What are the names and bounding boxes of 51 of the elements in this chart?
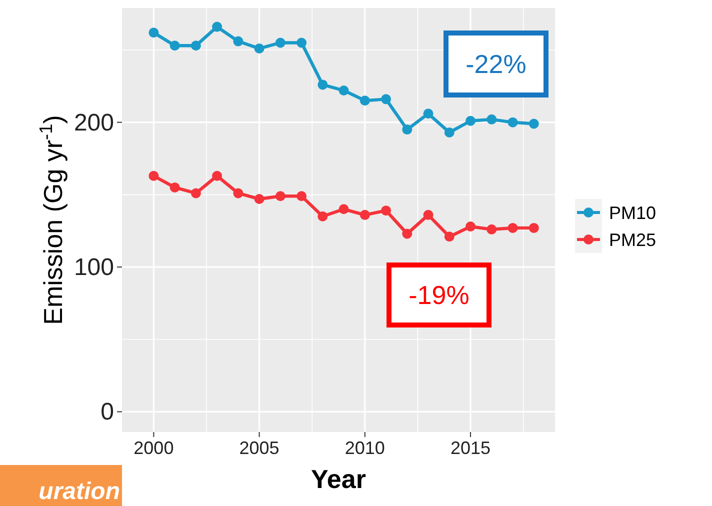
text: uration [38,478,120,505]
point [423,108,434,119]
point [296,38,307,48]
y-tick-label: 200 [74,109,114,136]
point [528,118,539,129]
point [170,40,180,51]
point [381,94,392,104]
point [212,22,222,32]
point [212,170,222,181]
point [148,28,159,38]
point [508,222,518,233]
point [486,114,497,124]
point [466,222,476,232]
annotation: -19% [408,280,470,310]
point [190,188,201,198]
point [170,182,180,192]
point [528,222,539,233]
point [296,191,307,202]
y-tick-label: 0 [100,398,114,426]
point [444,232,454,242]
x-axis-title: Year [311,464,366,494]
point [360,210,370,220]
annotation: -22% [466,49,526,79]
point [233,188,244,198]
legend-label: PM10 [609,203,656,223]
point [423,210,434,220]
point [233,36,244,46]
point [275,191,286,202]
point [402,124,412,135]
point [338,85,349,96]
point [402,228,412,239]
point [148,170,159,181]
point [466,116,476,126]
point [338,204,349,214]
point [360,96,370,106]
point [381,206,392,216]
point [486,224,497,234]
point [254,194,264,204]
point [318,80,328,90]
point [275,38,286,48]
x-tick-label: 2015 [450,438,491,458]
point [444,127,454,138]
legend-label: PM25 [609,230,656,250]
x-tick-label: 2010 [344,438,385,458]
point [318,211,328,222]
x-tick-label: 2000 [134,438,174,458]
point [190,40,201,51]
x-tick-label: 2005 [239,438,280,458]
y-tick-label: 100 [74,254,114,282]
point [508,117,518,128]
point [254,44,264,54]
